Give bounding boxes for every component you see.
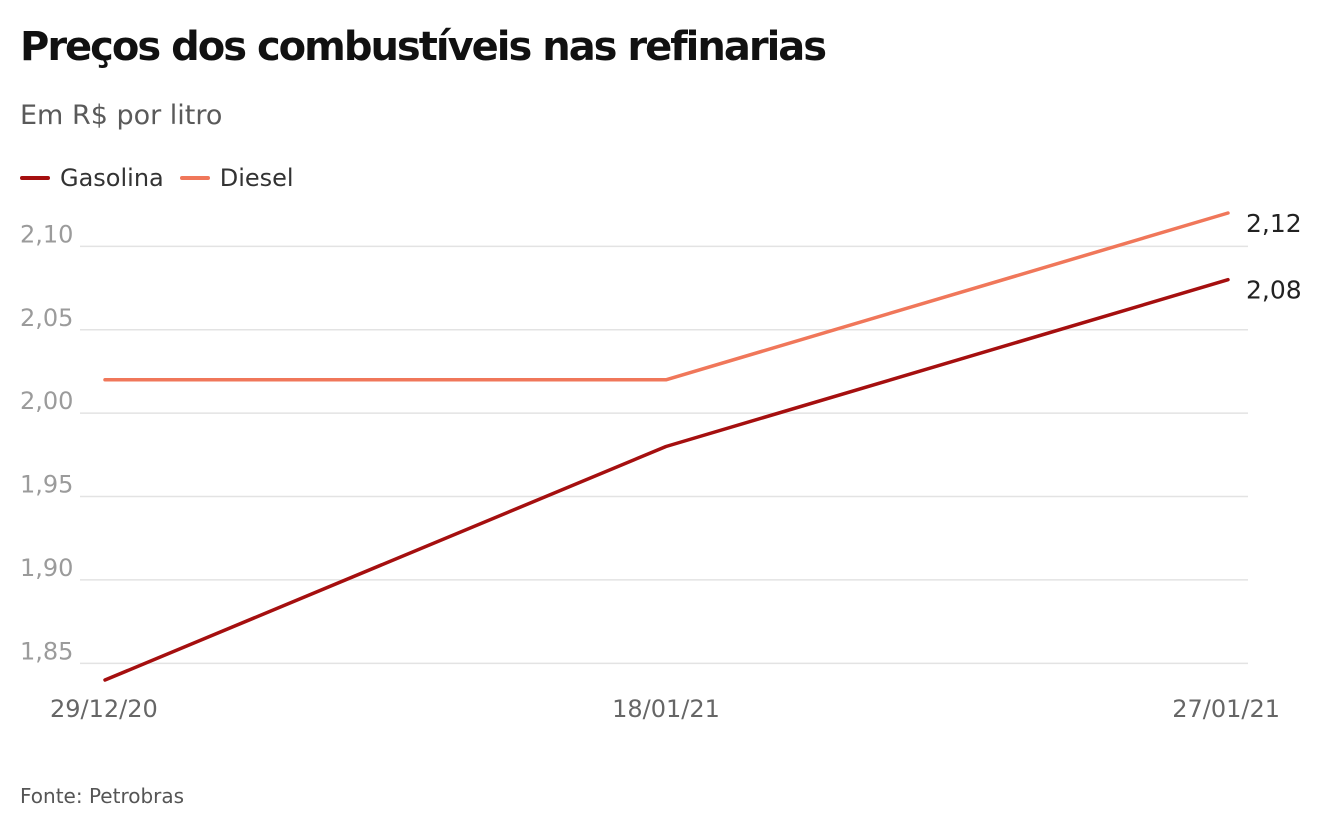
legend-swatch-diesel — [179, 176, 210, 180]
legend-swatch-gasolina — [20, 176, 50, 180]
legend-item-gasolina: Gasolina — [20, 164, 164, 192]
x-tick-label: 29/12/20 — [50, 695, 158, 723]
line-chart: 1,85 1,90 1,95 2,00 2,05 2,10 29/12/20 18/01/21… — [20, 209, 1302, 723]
series-line-diesel — [103, 211, 1230, 382]
source-note: Fonte: Petrobras — [20, 784, 185, 808]
series-line-gasolina — [103, 277, 1230, 682]
y-tick-label: 1,90 — [20, 554, 73, 582]
y-tick-label: 2,00 — [20, 387, 73, 415]
x-tick-label: 18/01/21 — [612, 695, 720, 723]
y-tick-label: 1,95 — [20, 471, 73, 499]
legend: Gasolina Diesel — [20, 164, 294, 192]
x-tick-label: 27/01/21 — [1172, 695, 1280, 723]
y-tick-label: 2,10 — [20, 220, 73, 248]
chart-subtitle: Em R$ por litro — [20, 100, 223, 131]
legend-label-gasolina: Gasolina — [60, 164, 164, 192]
end-value-label: 2,08 — [1246, 276, 1302, 305]
chart-title: Preços dos combustíveis nas refinarias — [20, 24, 827, 70]
legend-label-diesel: Diesel — [219, 164, 294, 192]
y-tick-label: 1,85 — [20, 637, 73, 665]
y-tick-label: 2,05 — [20, 304, 73, 332]
end-value-label: 2,12 — [1246, 209, 1302, 238]
legend-item-diesel: Diesel — [179, 164, 294, 192]
